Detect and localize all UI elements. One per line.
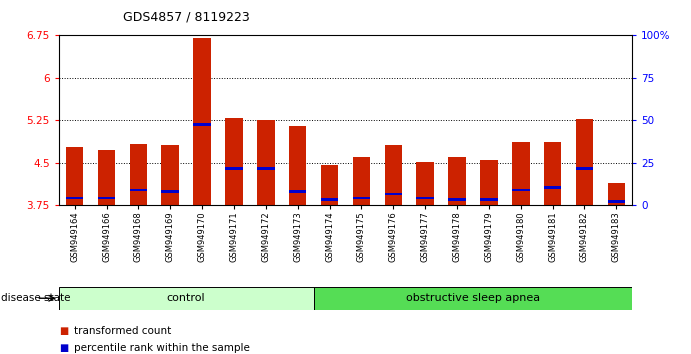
Bar	[512, 142, 529, 205]
Bar	[384, 145, 402, 205]
Bar	[162, 190, 179, 193]
Bar	[162, 145, 179, 205]
Bar	[66, 147, 84, 205]
Bar	[576, 119, 594, 205]
Bar	[480, 160, 498, 205]
Text: ■: ■	[59, 326, 68, 336]
Text: obstructive sleep apnea: obstructive sleep apnea	[406, 293, 540, 303]
Bar	[193, 38, 211, 205]
Bar	[321, 165, 339, 205]
Text: percentile rank within the sample: percentile rank within the sample	[74, 343, 250, 353]
Bar	[257, 167, 274, 170]
Bar	[225, 118, 243, 205]
Bar	[257, 120, 274, 205]
Bar	[289, 190, 307, 193]
Bar	[59, 287, 314, 310]
Bar	[512, 189, 529, 192]
Bar	[321, 198, 339, 201]
Text: disease state: disease state	[1, 293, 70, 303]
Bar	[384, 193, 402, 195]
Bar	[352, 157, 370, 205]
Bar	[448, 157, 466, 205]
Bar	[289, 126, 307, 205]
Bar	[130, 144, 147, 205]
Bar	[417, 196, 434, 199]
Bar	[448, 198, 466, 201]
Bar	[576, 167, 594, 170]
Bar	[607, 200, 625, 203]
Bar	[130, 189, 147, 192]
Text: control: control	[167, 293, 205, 303]
Bar	[480, 198, 498, 201]
Bar	[225, 167, 243, 170]
Bar	[544, 186, 561, 189]
Bar	[97, 196, 115, 199]
Text: transformed count: transformed count	[74, 326, 171, 336]
Bar	[417, 162, 434, 205]
Text: ■: ■	[59, 343, 68, 353]
Bar	[66, 196, 84, 199]
Bar	[193, 124, 211, 126]
Bar	[314, 287, 632, 310]
Bar	[544, 142, 561, 205]
Bar	[607, 183, 625, 205]
Bar	[97, 150, 115, 205]
Bar	[352, 196, 370, 199]
Text: GDS4857 / 8119223: GDS4857 / 8119223	[123, 11, 250, 24]
